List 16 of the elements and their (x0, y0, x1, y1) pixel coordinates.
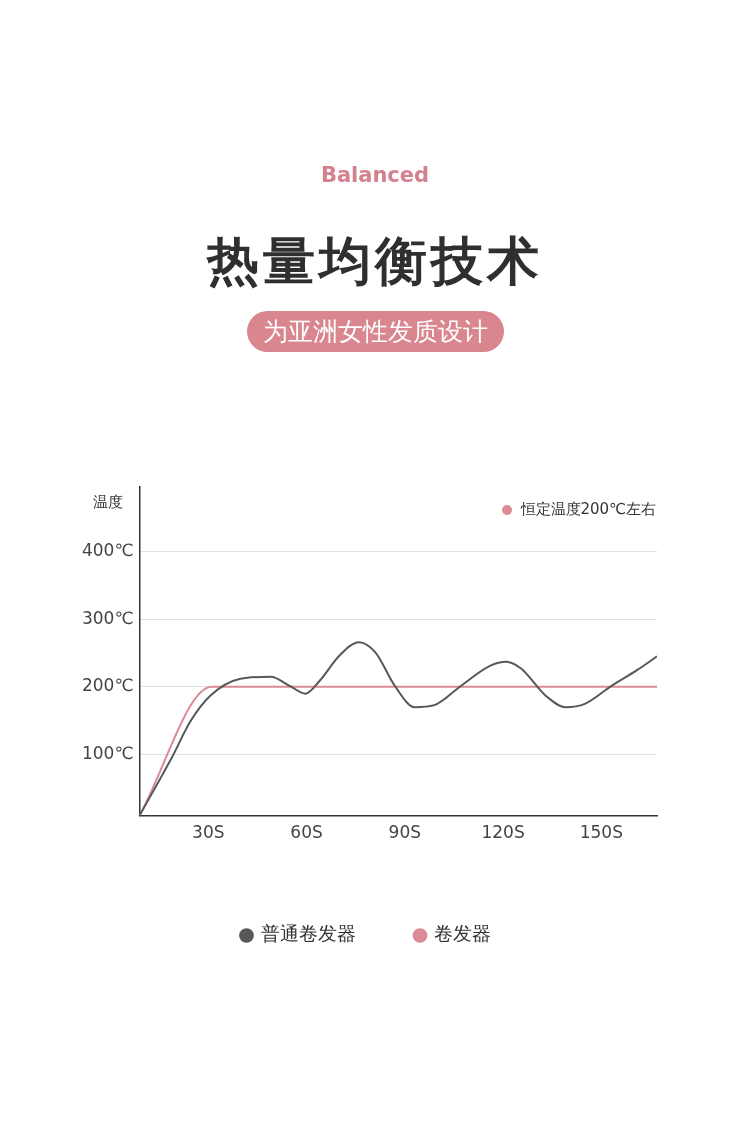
annotation: 恒定温度200℃左右 (520, 500, 656, 519)
legend-label: 卷发器 (434, 922, 491, 945)
y-tick-label: 300℃ (81, 607, 134, 628)
x-tick-label: 30S (192, 822, 225, 843)
x-tick-label: 90S (388, 822, 422, 843)
chart-title: 热量均衡技术 (205, 230, 544, 293)
x-tick-label: 150S (579, 822, 623, 843)
y-axis-title: 温度 (92, 492, 123, 511)
x-tick-label: 120S (481, 822, 525, 843)
legend-label: 普通卷发器 (260, 922, 356, 945)
x-tick-label: 60S (290, 822, 323, 843)
text: Balanced (319, 163, 431, 189)
y-tick-label: 100℃ (81, 743, 134, 764)
y-tick-label: 200℃ (81, 675, 134, 696)
chart-subtitle: 为亚洲女性发质设计 (246, 311, 504, 352)
y-tick-label: 400℃ (81, 539, 134, 560)
